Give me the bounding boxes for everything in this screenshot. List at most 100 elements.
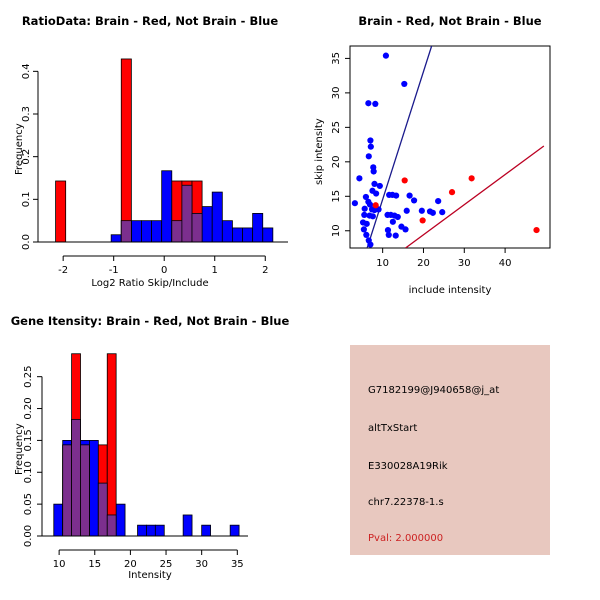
x-axis-tick-label: 10 (376, 258, 389, 269)
ratio-histogram-title: RatioData: Brain - Red, Not Brain - Blue (21, 14, 279, 28)
histogram-bar-blue (252, 213, 264, 243)
histogram-bar-blue (151, 220, 163, 243)
scatter-point-red (372, 202, 379, 209)
histogram-bar-blue (137, 524, 147, 537)
scatter-point-blue (361, 211, 368, 219)
x-axis-tick-label: 1 (212, 265, 218, 276)
histogram-bar-blue (201, 524, 211, 537)
y-axis-tick-label: 15 (331, 190, 342, 203)
histogram-bar-overlap (62, 444, 72, 537)
x-axis-tick-label: 2 (262, 265, 268, 276)
histogram-bar-blue (201, 206, 213, 243)
scatter-ylabel: skip intensity (314, 118, 325, 185)
histogram-bar-red (120, 58, 132, 243)
scatter-point-blue (367, 241, 374, 248)
scatter-point-blue (410, 197, 418, 204)
histogram-bar-overlap (71, 418, 81, 537)
panel-intensity-scatter: Brain - Red, Not Brain - Blue 10 15 20 25 30… (300, 0, 600, 300)
x-axis-tick-label: 35 (231, 559, 244, 570)
scatter-point-red (448, 189, 456, 196)
histogram-bar-overlap (171, 220, 183, 243)
panel-gene-intensity-histogram: Gene Itensity: Brain - Red, Not Brain - … (0, 300, 300, 600)
x-axis-tick-label: 25 (160, 559, 173, 570)
scatter-point-blue (362, 193, 370, 201)
x-axis-tick-label: 20 (417, 258, 430, 269)
scatter-point-blue (385, 231, 392, 238)
histogram-bar-red (106, 353, 117, 537)
scatter-point-blue (373, 190, 380, 197)
y-axis-tick-label: 20 (331, 155, 342, 168)
scatter-point-blue (376, 182, 383, 190)
x-axis-tick-label: 15 (88, 559, 101, 570)
histogram-bar-blue (232, 227, 243, 243)
histogram-bar-blue (141, 220, 152, 243)
ratio-histogram-ylabel: Frequency (14, 123, 25, 175)
histogram-bar-blue (53, 503, 64, 537)
histogram-bar-blue (211, 191, 223, 243)
histogram-bar-blue (89, 440, 99, 537)
scatter-point-blue (363, 220, 370, 227)
histogram-bar-blue (242, 227, 254, 243)
y-axis-tick-label: 0.15 (23, 429, 34, 451)
scatter-title: Brain - Red, Not Brain - Blue (358, 14, 542, 28)
x-axis-tick-label: 40 (499, 258, 512, 269)
histogram-bar-overlap (97, 482, 108, 537)
histogram-bar-overlap (181, 184, 193, 243)
scatter-point-blue (402, 226, 409, 233)
y-axis-tick-label: 0.20 (23, 397, 34, 419)
scatter-point-blue (394, 213, 401, 221)
y-axis-tick-label: 0.3 (21, 106, 32, 122)
y-axis-tick-label: 30 (331, 87, 342, 100)
scatter-point-blue (392, 232, 399, 239)
histogram-bar-blue (182, 514, 193, 537)
y-axis-tick-label: 0.00 (23, 525, 34, 547)
scatter-point-blue (360, 226, 367, 233)
scatter-point-blue (370, 168, 377, 175)
scatter-body: 10 15 20 25 30 35 10 20 30 40 (331, 45, 551, 269)
scatter-point-red (419, 217, 426, 224)
y-axis-tick-label: 0.25 (23, 366, 34, 388)
histogram-bar-blue (262, 227, 274, 243)
scatter-point-blue (365, 153, 372, 160)
ratio-histogram-xlabel: Log2 Ratio Skip/Include (91, 278, 209, 289)
scatter-point-blue (403, 207, 410, 214)
x-axis-tick-label: -1 (109, 265, 119, 276)
histogram-bar-blue (221, 220, 233, 243)
info-gene-symbol: E330028A19Rik (368, 461, 448, 472)
y-axis-tick-label: 35 (331, 52, 342, 65)
gene-info-panel: G7182199@J940658@j_at altTxStart E330028… (350, 345, 550, 555)
panel-ratio-histogram: RatioData: Brain - Red, Not Brain - Blue… (0, 0, 300, 300)
y-axis-tick-label: 10 (331, 224, 342, 237)
y-axis-tick-label: 0.2 (21, 149, 32, 165)
scatter-point-blue (389, 218, 396, 225)
histogram-bar-blue (146, 524, 156, 537)
x-axis-tick-label: -2 (58, 265, 68, 276)
scatter-point-blue (369, 213, 376, 220)
x-axis-tick-label: 10 (53, 559, 66, 570)
scatter-point-blue (361, 205, 368, 212)
x-axis-tick-label: 0 (161, 265, 167, 276)
histogram-bar-overlap (191, 213, 203, 243)
y-axis-tick-label: 0.4 (21, 63, 32, 79)
plot-frame (349, 45, 551, 249)
scatter-point-blue (351, 200, 358, 207)
scatter-point-blue (372, 100, 379, 108)
scatter-inner (351, 46, 545, 248)
gene-histogram-plot: 0.00 0.05 0.10 0.15 0.20 0.25 10 15 20 25 30 35 (23, 353, 248, 570)
gene-histogram-body: 0.00 0.05 0.10 0.15 0.20 0.25 10 15 20 25 30 35 (23, 353, 248, 570)
y-axis-tick-label: 25 (331, 121, 342, 134)
scatter-point-blue (401, 80, 408, 88)
histogram-bar-blue (130, 220, 142, 243)
scatter-point-blue (363, 231, 370, 238)
scatter-plot: 10 15 20 25 30 35 10 20 30 40 (331, 45, 551, 269)
info-event-type: altTxStart (368, 423, 418, 434)
scatter-point-blue (367, 143, 374, 150)
threshold-line (366, 46, 433, 248)
scatter-point-blue (384, 226, 392, 234)
info-probe-id: G7182199@J940658@j_at (368, 385, 500, 396)
histogram-bar-blue (115, 503, 126, 537)
scatter-point-red (401, 177, 408, 184)
histogram-bar-red (55, 180, 67, 243)
x-axis-tick-label: 30 (195, 559, 208, 570)
y-axis-tick-label: 0.10 (23, 461, 34, 483)
